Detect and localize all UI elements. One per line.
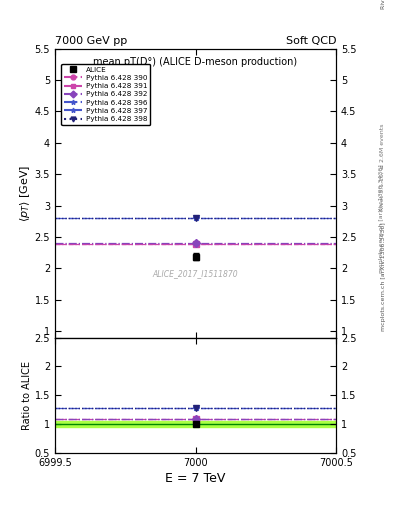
Text: ALICE_2017_I1511870: ALICE_2017_I1511870 (153, 269, 238, 279)
Text: mcplots.cern.ch [arXiv:1306.3436]: mcplots.cern.ch [arXiv:1306.3436] (380, 164, 384, 273)
Text: 7000 GeV pp: 7000 GeV pp (55, 36, 127, 46)
Bar (55, 421, 336, 428)
Text: Soft QCD: Soft QCD (286, 36, 336, 46)
Y-axis label: $\langle p_T\rangle$ [GeV]: $\langle p_T\rangle$ [GeV] (18, 164, 32, 222)
X-axis label: E = 7 TeV: E = 7 TeV (165, 472, 226, 485)
Text: mean pT(D°) (ALICE D-meson production): mean pT(D°) (ALICE D-meson production) (94, 57, 298, 67)
Text: mcplots.cern.ch [arXiv:1306.3436]: mcplots.cern.ch [arXiv:1306.3436] (381, 222, 386, 331)
Text: Rivet 3.1.10, ≥ 2.6M events: Rivet 3.1.10, ≥ 2.6M events (380, 124, 384, 211)
Y-axis label: Ratio to ALICE: Ratio to ALICE (22, 361, 32, 430)
Text: Rivet 3.1.10, ≥ 2.6M events: Rivet 3.1.10, ≥ 2.6M events (381, 0, 386, 9)
Legend: ALICE, Pythia 6.428 390, Pythia 6.428 391, Pythia 6.428 392, Pythia 6.428 396, P: ALICE, Pythia 6.428 390, Pythia 6.428 39… (61, 64, 151, 125)
